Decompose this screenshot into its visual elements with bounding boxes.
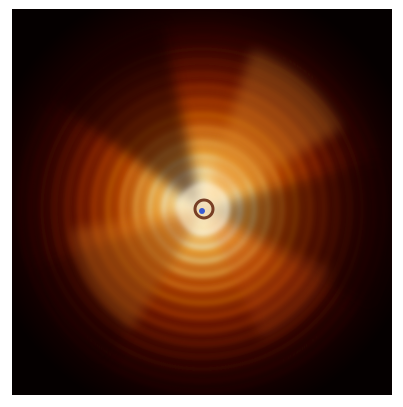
center-marker	[199, 208, 205, 214]
image-frame	[12, 9, 392, 395]
radial-glow-image	[12, 9, 392, 395]
center-ring	[193, 198, 215, 220]
